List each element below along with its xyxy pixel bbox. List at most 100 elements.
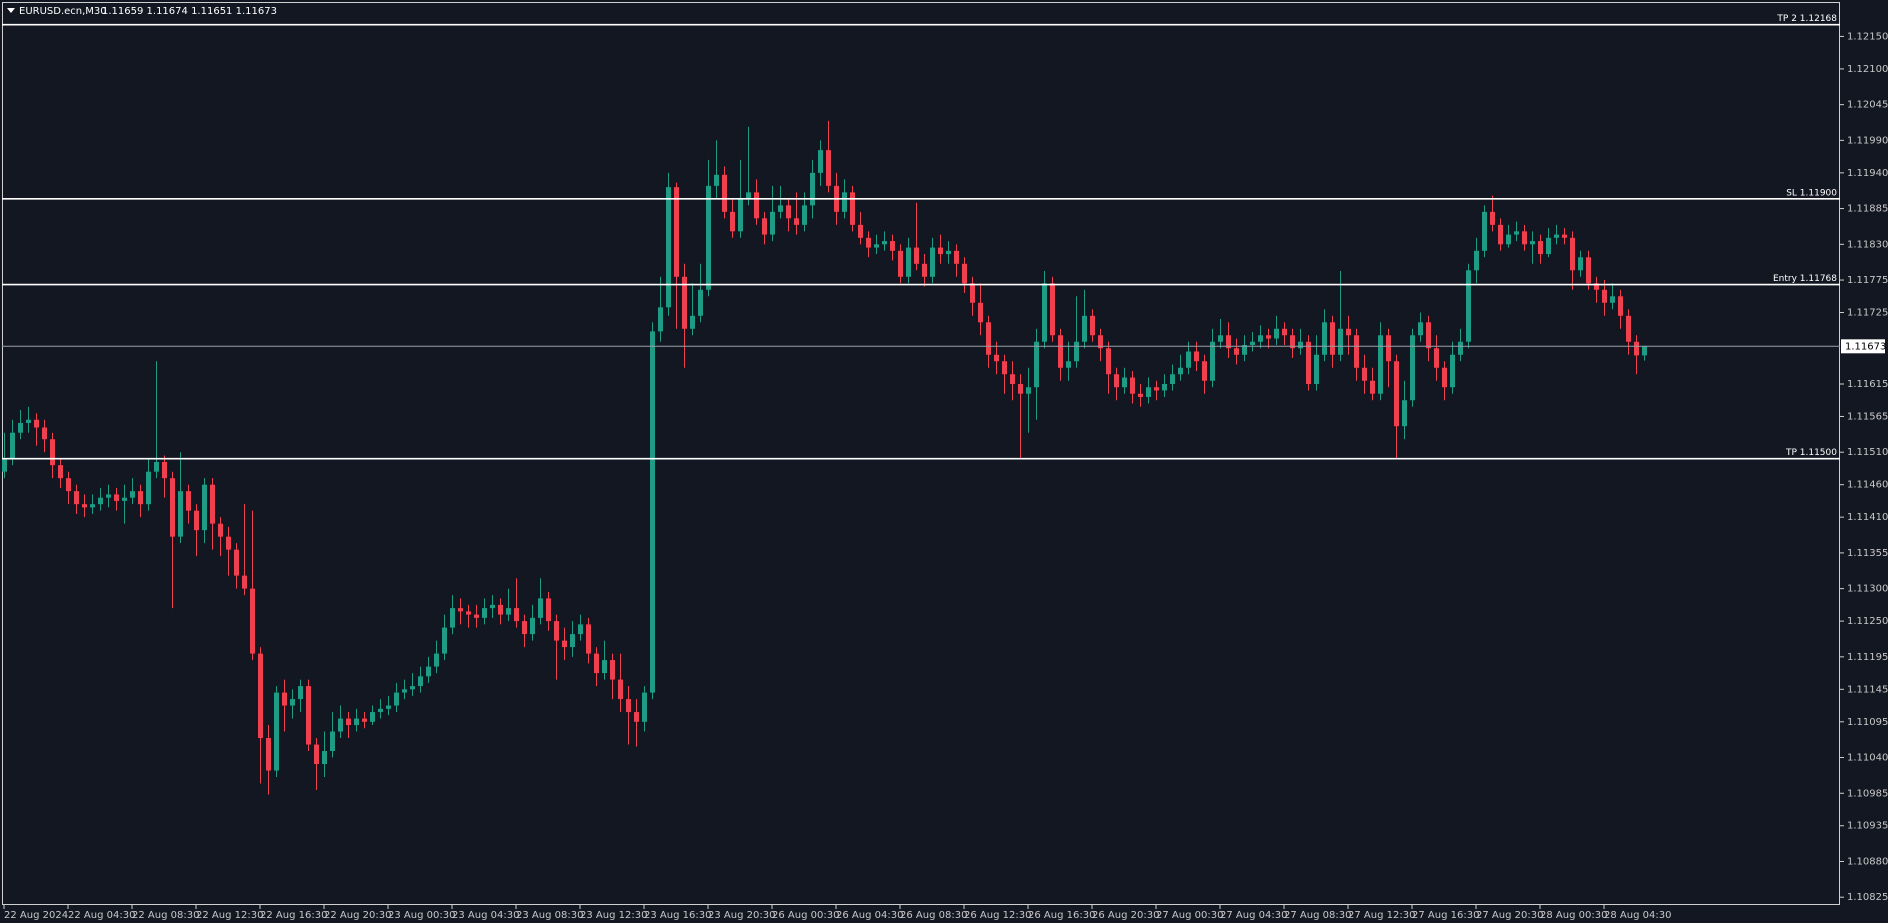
candle-body: [210, 484, 215, 524]
candle-body: [538, 598, 543, 618]
menu-arrow[interactable]: [7, 8, 15, 13]
candle-body: [802, 205, 807, 225]
candle-body: [1290, 335, 1295, 349]
candle-body: [602, 660, 607, 674]
candle-body: [1546, 237, 1551, 255]
candle-body: [922, 263, 927, 277]
x-tick-label: 22 Aug 04:30: [68, 910, 135, 921]
x-tick-label: 27 Aug 00:30: [1156, 910, 1223, 921]
candle-body: [1594, 283, 1599, 290]
candle-body: [1578, 257, 1583, 271]
y-tick-label: 1.10880: [1847, 856, 1888, 867]
candle-body: [882, 241, 887, 245]
candle-body: [1506, 234, 1511, 245]
candle-body: [1218, 335, 1223, 342]
candle-body: [1354, 335, 1359, 368]
y-tick-label: 1.11830: [1847, 239, 1888, 250]
y-tick-label: 1.11940: [1847, 168, 1888, 179]
candle-body: [594, 653, 599, 674]
candle-body: [1394, 361, 1399, 427]
y-tick-label: 1.11040: [1847, 753, 1888, 764]
candle-body: [690, 315, 695, 329]
candle-body: [1602, 289, 1607, 303]
candle-body: [1082, 315, 1087, 342]
y-tick-label: 1.11615: [1847, 379, 1888, 390]
candle-body: [434, 653, 439, 667]
candle-body: [746, 192, 751, 199]
candle-body: [898, 250, 903, 277]
candle-body: [930, 247, 935, 277]
candle-body: [530, 617, 535, 635]
candle-body: [794, 218, 799, 225]
candle-body: [1090, 315, 1095, 336]
x-tick-label: 28 Aug 00:30: [1540, 910, 1607, 921]
x-tick-label: 23 Aug 20:30: [708, 910, 775, 921]
candle-body: [642, 692, 647, 722]
candle-body: [522, 621, 527, 635]
candle-body: [354, 718, 359, 726]
x-tick-label: 26 Aug 20:30: [1092, 910, 1159, 921]
candle-body: [1314, 354, 1319, 384]
candle-body: [1306, 341, 1311, 384]
symbol: EURUSD.ecn,M30: [19, 6, 107, 17]
candle-body: [586, 624, 591, 654]
candle-body: [386, 705, 391, 709]
candle-body: [42, 427, 47, 440]
candle-body: [258, 653, 263, 739]
candle-body: [1058, 335, 1063, 368]
candle-body: [1034, 341, 1039, 388]
candle-body: [1210, 341, 1215, 381]
candle-body: [1258, 335, 1263, 342]
candle-body: [730, 211, 735, 232]
x-tick-label: 26 Aug 00:30: [772, 910, 839, 921]
candle-body: [1410, 335, 1415, 401]
candle-body: [514, 608, 519, 622]
level-label: TP 2 1.12168: [1776, 14, 1837, 24]
candle-body: [402, 689, 407, 693]
y-tick-label: 1.11460: [1847, 480, 1888, 491]
candle-body: [1458, 341, 1463, 355]
candle-body: [1146, 387, 1151, 397]
candle-body: [706, 185, 711, 290]
candle-body: [178, 491, 183, 537]
candle-body: [1586, 257, 1591, 284]
candle-body: [546, 598, 551, 622]
candle-body: [1450, 354, 1455, 388]
candle-body: [1530, 241, 1535, 245]
candle-body: [1474, 250, 1479, 271]
y-tick-label: 1.11195: [1847, 652, 1888, 663]
candle-body: [394, 692, 399, 706]
candle-body: [34, 419, 39, 428]
candle-body: [1610, 296, 1615, 303]
level-label: SL 1.11900: [1786, 188, 1837, 198]
candle-body: [1114, 374, 1119, 388]
candle-body: [274, 692, 279, 771]
x-tick-label: 23 Aug 08:30: [516, 910, 583, 921]
candle-body: [1386, 335, 1391, 362]
candle-body: [578, 624, 583, 635]
x-tick-label: 23 Aug 12:30: [580, 910, 647, 921]
candle-body: [722, 174, 727, 212]
candle-body: [1490, 211, 1495, 225]
candle-body: [682, 276, 687, 329]
candle-body: [938, 247, 943, 255]
candle-body: [698, 289, 703, 316]
candle-body: [1570, 237, 1575, 271]
candle-body: [946, 250, 951, 255]
candle-body: [970, 283, 975, 303]
candle-body: [1138, 393, 1143, 397]
y-tick-label: 1.10985: [1847, 788, 1888, 799]
candle-body: [770, 211, 775, 235]
candle-body: [1338, 328, 1343, 355]
candle-body: [954, 250, 959, 264]
candle-body: [170, 478, 175, 537]
x-tick-label: 28 Aug 04:30: [1604, 910, 1671, 921]
y-tick-label: 1.11885: [1847, 204, 1888, 215]
candle-body: [314, 744, 319, 765]
candle-body: [186, 491, 191, 511]
candle-body: [1002, 361, 1007, 375]
candle-body: [1018, 383, 1023, 394]
candle-body: [1522, 231, 1527, 245]
